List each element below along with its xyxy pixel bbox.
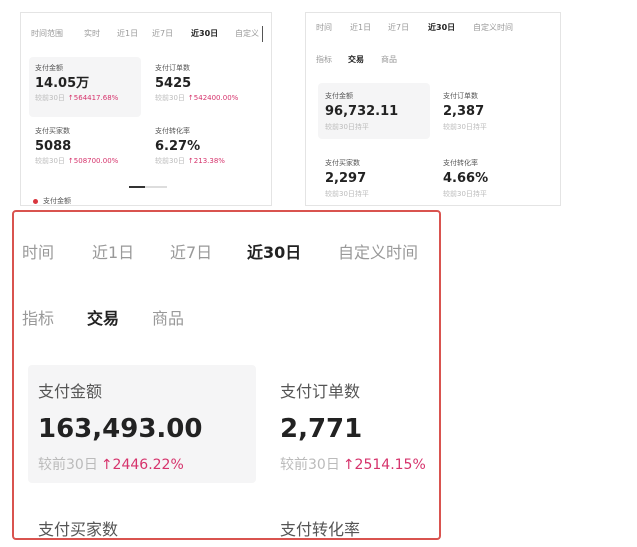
metric-compare-row: 较前30日 ↑542400.00% [155,95,238,102]
metric-value: 163,493.00 [38,414,203,444]
metric-compare: 较前30日持平 [443,123,487,131]
metric-label: 支付金额 [325,92,353,100]
tab[interactable]: 自定义时间 [473,23,513,32]
metric-value: 2,297 [325,171,367,186]
legend-label: 支付金额 [43,197,71,205]
metric-change: ↑2514.15% [342,457,426,473]
metric-compare: 较前30日 [280,457,340,473]
metric-compare: 较前30日 [35,157,65,165]
metric-value: 2,387 [443,104,485,119]
tab-divider[interactable] [262,26,263,42]
metric-compare: 较前30日 [155,157,185,165]
tab[interactable]: 近30日 [191,29,219,38]
metric-compare-row: 较前30日 ↑2514.15% [280,458,426,472]
metric-label: 支付转化率 [155,127,190,135]
tab[interactable]: 近7日 [152,29,174,38]
tab[interactable]: 近1日 [117,29,139,38]
metric-compare: 较前30日 [155,94,185,102]
tab[interactable]: 近1日 [350,23,372,32]
subtab[interactable]: 指标 [316,55,332,64]
metric-change: ↑564417.68% [67,94,119,102]
subtab[interactable]: 指标 [22,309,55,328]
metric-label: 支付金额 [35,64,63,72]
subtab[interactable]: 交易 [348,55,364,64]
legend-dot [33,199,38,204]
metric-value: 4.66% [443,171,489,186]
metric-label: 支付订单数 [443,92,478,100]
metric-value: 96,732.11 [325,104,399,119]
metric-compare: 较前30日 [35,94,65,102]
metric-change: ↑213.38% [187,157,225,165]
panel: 时间范围 实时 近1日 近7日 近30日 自定义 支付金额 14.05万 较前30日 ↑56441… [20,12,272,206]
tab[interactable]: 近7日 [170,243,213,262]
tab[interactable]: 实时 [84,29,100,38]
metric-card [28,365,256,483]
tab[interactable]: 时间范围 [31,29,63,38]
metric-compare-row: 较前30日持平 [325,191,369,198]
metric-label: 支付买家数 [38,520,119,539]
tab[interactable]: 时间 [316,23,332,32]
metric-label: 支付订单数 [280,382,361,401]
tab[interactable]: 时间 [22,243,55,262]
metric-label: 支付订单数 [155,64,190,72]
tab[interactable]: 近1日 [92,243,135,262]
metric-compare: 较前30日持平 [325,190,369,198]
metric-label: 支付金额 [38,382,103,401]
metric-compare-row: 较前30日持平 [443,191,487,198]
tab[interactable]: 近30日 [428,23,456,32]
metric-change: ↑2446.22% [100,457,184,473]
metric-compare-row: 较前30日 ↑564417.68% [35,95,118,102]
metric-label: 支付转化率 [280,520,361,539]
metric-compare: 较前30日 [38,457,98,473]
metric-label: 支付转化率 [443,159,478,167]
subtab[interactable]: 交易 [87,309,120,328]
metric-value: 14.05万 [35,76,90,91]
metric-compare: 较前30日持平 [325,123,369,131]
metric-value: 5425 [155,76,192,91]
scroll-track [145,186,167,188]
metric-compare: 较前30日持平 [443,190,487,198]
metric-compare-row: 较前30日 ↑2446.22% [38,458,184,472]
metric-compare-row: 较前30日 ↑213.38% [155,158,225,165]
tab[interactable]: 自定义时间 [338,243,419,262]
tab[interactable]: 近7日 [388,23,410,32]
metric-value: 2,771 [280,414,363,444]
metric-compare-row: 较前30日持平 [325,124,369,131]
metric-card [318,83,430,139]
metric-card [29,57,141,117]
subtab[interactable]: 商品 [381,55,397,64]
metric-label: 支付买家数 [325,159,360,167]
panel: 时间 近1日 近7日 近30日 自定义时间指标 交易 商品支付金额 163,493.00 较前3… [12,210,441,540]
panel: 时间 近1日 近7日 近30日 自定义时间指标 交易 商品支付金额 96,732.11 较前30… [305,12,561,206]
metric-change: ↑508700.00% [67,157,119,165]
metric-value: 5088 [35,139,72,154]
scroll-indicator [129,186,145,188]
tab[interactable]: 近30日 [247,243,302,262]
metric-value: 6.27% [155,139,201,154]
subtab[interactable]: 商品 [152,309,185,328]
tab[interactable]: 自定义 [235,29,259,38]
metric-label: 支付买家数 [35,127,70,135]
metric-change: ↑542400.00% [187,94,239,102]
metric-compare-row: 较前30日 ↑508700.00% [35,158,118,165]
metric-compare-row: 较前30日持平 [443,124,487,131]
